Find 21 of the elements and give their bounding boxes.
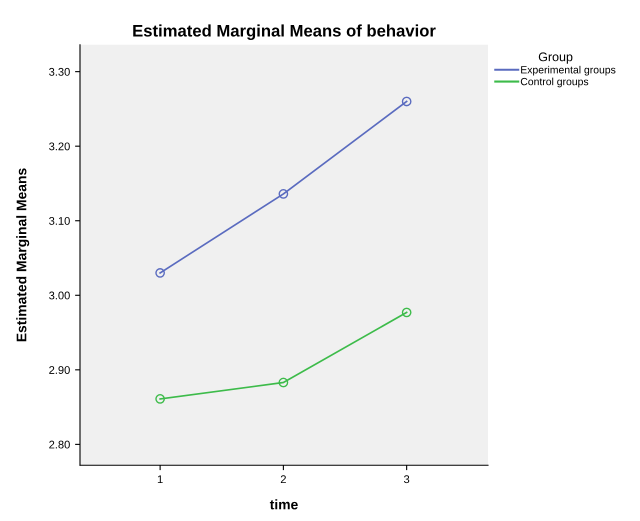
legend-label: Experimental groups: [521, 66, 616, 76]
point: [155, 268, 165, 278]
chart-title: Estimated Marginal Means of behavior: [133, 24, 436, 40]
x-tick-label: 3: [404, 475, 410, 484]
y-tick-label: 2.90: [49, 366, 70, 374]
legend-label: Control groups: [520, 78, 588, 88]
point: [278, 378, 288, 388]
y-axis-title: Estimated Marginal Means: [16, 168, 30, 342]
y-tick-label: 3.00: [49, 292, 70, 300]
point: [155, 394, 165, 404]
x-axis-title: time: [270, 499, 298, 510]
point: [402, 308, 412, 318]
point: [278, 189, 288, 199]
legend-title: Group: [538, 52, 572, 64]
y-tick-label: 3.10: [49, 217, 70, 225]
y-tick-label: 3.30: [49, 68, 70, 76]
point: [402, 96, 412, 106]
x-tick-label: 1: [158, 475, 163, 484]
x-tick-label: 2: [280, 475, 286, 484]
y-tick-label: 3.20: [49, 142, 70, 150]
y-tick-label: 2.80: [49, 440, 70, 449]
